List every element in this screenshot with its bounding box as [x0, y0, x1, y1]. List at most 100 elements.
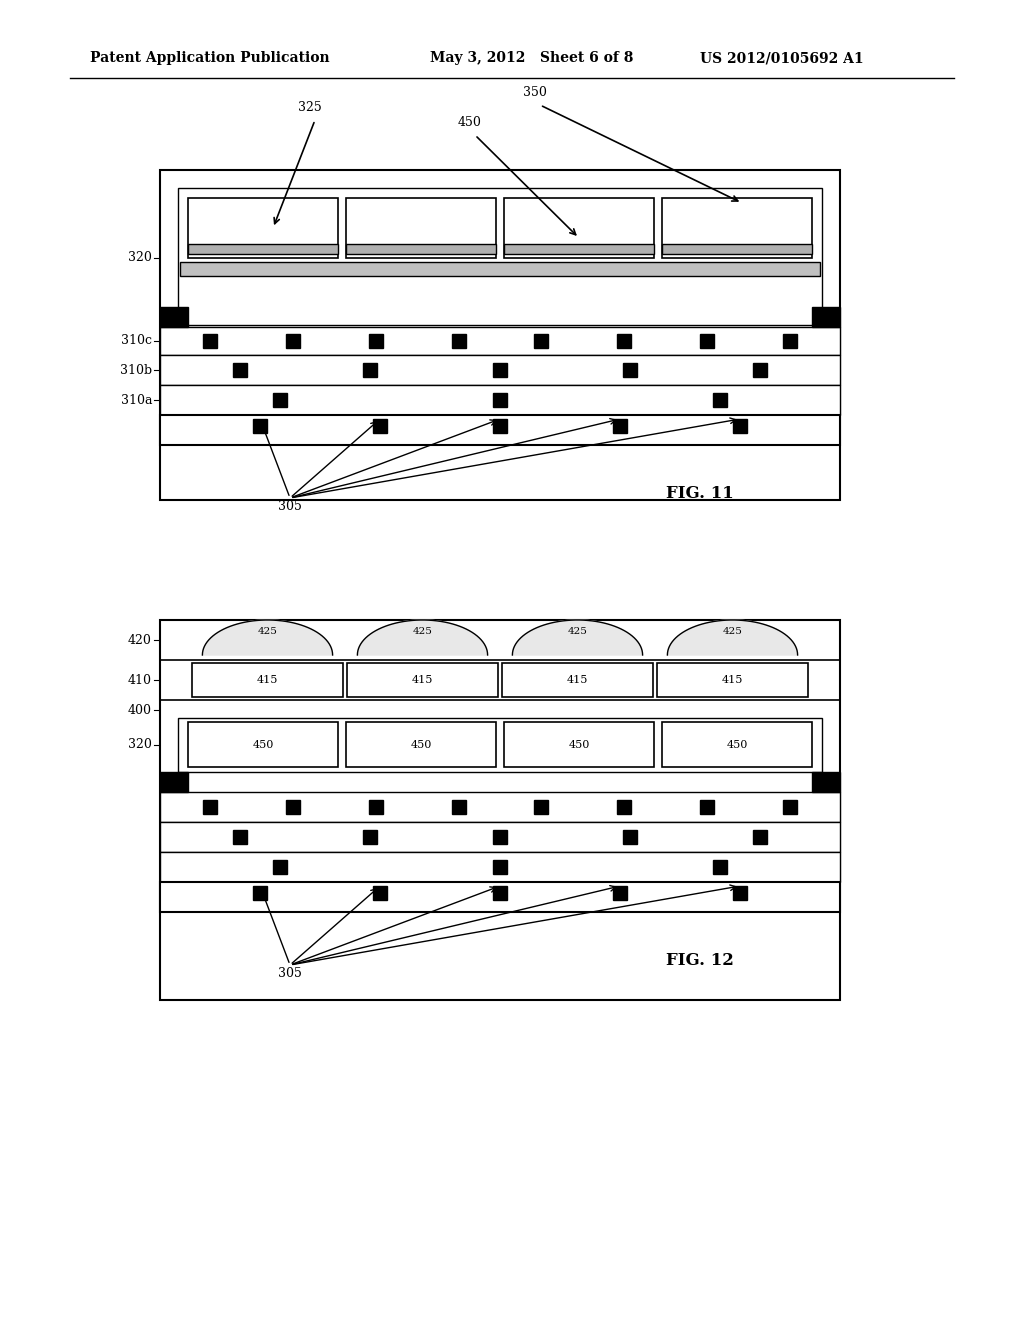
Bar	[346, 722, 496, 767]
Bar	[253, 418, 267, 433]
Bar	[160, 385, 840, 414]
Bar	[346, 244, 496, 253]
Bar	[812, 772, 840, 792]
Text: FIG. 11: FIG. 11	[667, 484, 734, 502]
Text: 425: 425	[567, 627, 588, 636]
Text: 450: 450	[411, 739, 432, 750]
Bar	[160, 308, 188, 327]
Bar	[662, 244, 812, 253]
Bar	[452, 800, 466, 814]
Text: Patent Application Publication: Patent Application Publication	[90, 51, 330, 65]
Bar	[273, 861, 287, 874]
Bar	[273, 393, 287, 407]
Bar	[753, 363, 767, 378]
Text: 305: 305	[279, 500, 302, 513]
Bar	[657, 663, 808, 697]
Text: 325: 325	[298, 102, 322, 114]
Polygon shape	[203, 620, 333, 655]
Bar	[535, 800, 549, 814]
Bar	[493, 363, 507, 378]
Text: 310c: 310c	[121, 334, 152, 347]
Bar	[700, 800, 714, 814]
Bar	[373, 418, 387, 433]
Bar	[160, 851, 840, 882]
Bar	[369, 800, 383, 814]
Bar	[504, 198, 654, 257]
Text: 415: 415	[722, 675, 743, 685]
Bar	[188, 244, 338, 253]
Bar	[178, 187, 822, 325]
Bar	[493, 418, 507, 433]
Bar	[203, 334, 217, 348]
Bar	[160, 170, 840, 500]
Bar	[713, 861, 727, 874]
Bar	[253, 886, 267, 900]
Bar	[193, 663, 343, 697]
Bar	[733, 886, 746, 900]
Text: 320: 320	[128, 251, 152, 264]
Bar	[783, 800, 797, 814]
Bar	[613, 886, 627, 900]
Text: 425: 425	[258, 627, 278, 636]
Bar	[188, 198, 338, 257]
Text: 450: 450	[568, 739, 590, 750]
Bar	[160, 700, 840, 789]
Text: 310b: 310b	[120, 363, 152, 376]
Text: 305: 305	[279, 968, 302, 979]
Polygon shape	[512, 620, 643, 655]
Bar	[502, 663, 653, 697]
Bar	[160, 620, 840, 1001]
Bar	[452, 334, 466, 348]
Bar	[504, 244, 654, 253]
Polygon shape	[357, 620, 487, 655]
Polygon shape	[668, 620, 798, 655]
Bar	[733, 418, 746, 433]
Bar	[346, 198, 496, 257]
Bar	[362, 830, 377, 843]
Text: 450: 450	[458, 116, 482, 129]
Bar	[493, 393, 507, 407]
Bar	[753, 830, 767, 843]
Bar	[160, 792, 840, 822]
Bar	[160, 882, 840, 912]
Bar	[662, 722, 812, 767]
Bar	[286, 800, 300, 814]
Bar	[535, 334, 549, 348]
Bar	[203, 800, 217, 814]
Bar	[369, 334, 383, 348]
Bar	[233, 363, 247, 378]
Bar	[347, 663, 498, 697]
Text: 410: 410	[128, 673, 152, 686]
Text: 415: 415	[412, 675, 433, 685]
Bar	[160, 327, 840, 355]
Text: 420: 420	[128, 634, 152, 647]
Bar	[286, 334, 300, 348]
Bar	[160, 772, 188, 792]
Text: FIG. 12: FIG. 12	[666, 952, 734, 969]
Text: 425: 425	[413, 627, 432, 636]
Bar	[160, 822, 840, 851]
Bar	[613, 418, 627, 433]
Bar	[617, 800, 631, 814]
Text: 415: 415	[567, 675, 588, 685]
Text: 425: 425	[723, 627, 742, 636]
Bar	[504, 722, 654, 767]
Text: 415: 415	[257, 675, 279, 685]
Text: 450: 450	[726, 739, 748, 750]
Bar	[178, 718, 822, 772]
Bar	[493, 886, 507, 900]
Bar	[373, 886, 387, 900]
Bar	[362, 363, 377, 378]
Text: 310a: 310a	[121, 393, 152, 407]
Bar	[233, 830, 247, 843]
Bar	[623, 830, 637, 843]
Bar	[700, 334, 714, 348]
Bar	[160, 414, 840, 445]
Bar	[812, 308, 840, 327]
Text: 400: 400	[128, 704, 152, 717]
Bar	[783, 334, 797, 348]
Bar	[623, 363, 637, 378]
Text: US 2012/0105692 A1: US 2012/0105692 A1	[700, 51, 863, 65]
Bar	[160, 355, 840, 385]
Bar	[180, 261, 820, 276]
